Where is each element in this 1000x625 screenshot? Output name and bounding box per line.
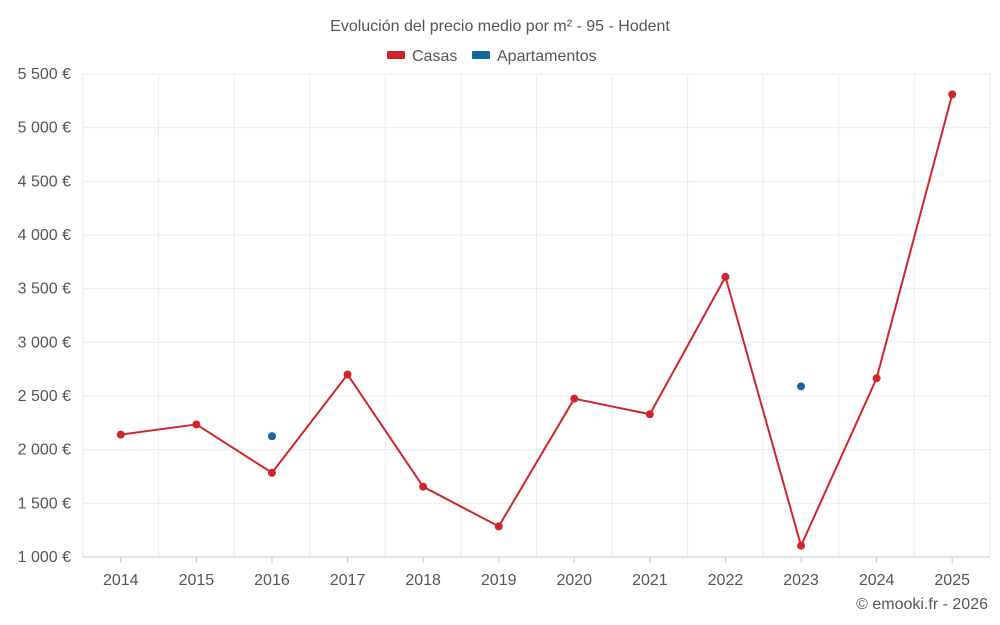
legend-swatch-casas xyxy=(387,51,405,59)
series-apartamentos xyxy=(267,382,806,441)
data-point[interactable] xyxy=(267,432,276,441)
x-tick-label: 2019 xyxy=(481,572,517,589)
data-point[interactable] xyxy=(419,482,428,491)
y-tick-label: 3 500 € xyxy=(18,281,71,298)
y-tick-label: 5 500 € xyxy=(18,66,71,83)
x-axis: 2014 2015 2016 2017 2018 2019 2020 2021 2022 2023… xyxy=(83,556,990,589)
data-point[interactable] xyxy=(494,522,503,531)
x-tick-label: 2021 xyxy=(632,572,668,589)
x-tick-label: 2025 xyxy=(934,572,970,589)
legend-item-apartamentos[interactable]: Apartamentos xyxy=(472,48,597,65)
data-point[interactable] xyxy=(797,541,806,550)
x-tick-label: 2024 xyxy=(859,572,895,589)
data-point[interactable] xyxy=(872,374,881,383)
y-tick-label: 4 000 € xyxy=(18,227,71,244)
x-tick-label: 2018 xyxy=(405,572,441,589)
credit-text: © emooki.fr - 2026 xyxy=(856,596,988,613)
legend-item-casas[interactable]: Casas xyxy=(387,48,457,65)
x-tick-label: 2014 xyxy=(103,572,139,589)
y-tick-label: 3 000 € xyxy=(18,334,71,351)
chart-title: Evolución del precio medio por m² - 95 -… xyxy=(330,18,670,35)
x-tick-label: 2017 xyxy=(330,572,366,589)
data-point[interactable] xyxy=(721,272,730,281)
y-tick-label: 1 500 € xyxy=(18,495,71,512)
data-point[interactable] xyxy=(570,394,579,403)
y-tick-label: 2 500 € xyxy=(18,388,71,405)
x-tick-label: 2022 xyxy=(708,572,744,589)
grid xyxy=(82,73,991,557)
y-tick-label: 4 500 € xyxy=(18,173,71,190)
x-tick-label: 2016 xyxy=(254,572,290,589)
data-point[interactable] xyxy=(948,90,957,99)
data-point[interactable] xyxy=(192,420,201,429)
series-layer xyxy=(116,90,957,550)
data-point[interactable] xyxy=(645,410,654,419)
x-tick-label: 2020 xyxy=(556,572,592,589)
y-tick-label: 2 000 € xyxy=(18,442,71,459)
y-tick-label: 1 000 € xyxy=(18,549,71,566)
data-point[interactable] xyxy=(116,430,125,439)
legend-swatch-apartamentos xyxy=(472,51,490,59)
legend[interactable]: Casas Apartamentos xyxy=(387,48,597,65)
data-point[interactable] xyxy=(267,468,276,477)
y-tick-label: 5 000 € xyxy=(18,120,71,137)
x-tick-label: 2023 xyxy=(783,572,819,589)
data-point[interactable] xyxy=(797,382,806,391)
legend-label-apartamentos: Apartamentos xyxy=(497,48,597,65)
x-tick-label: 2015 xyxy=(179,572,215,589)
series-line xyxy=(120,94,954,547)
legend-label-casas: Casas xyxy=(412,48,457,65)
series-casas xyxy=(116,90,957,550)
y-axis: 1 000 € 1 500 € 2 000 € 2 500 € 3 000 € 3 500… xyxy=(18,66,71,566)
data-point[interactable] xyxy=(343,370,352,379)
